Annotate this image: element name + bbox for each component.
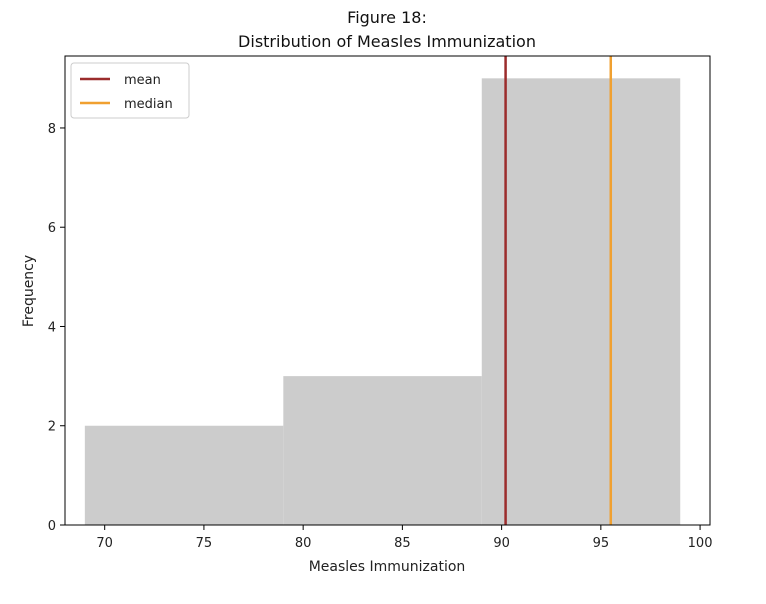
plot-area-frame bbox=[64, 55, 711, 526]
y-tick-label: 0 bbox=[48, 519, 56, 534]
histogram-bar-2 bbox=[481, 78, 681, 525]
x-tick-label: 70 bbox=[96, 536, 113, 551]
x-tick-label: 85 bbox=[394, 536, 411, 551]
histogram-bar-1 bbox=[283, 376, 482, 525]
x-tick-label: 80 bbox=[295, 536, 312, 551]
y-tick-label: 8 bbox=[48, 122, 56, 137]
histogram-bar-0 bbox=[84, 425, 284, 525]
x-axis-ticks: 70 75 80 85 90 95 100 bbox=[96, 525, 712, 551]
y-axis-label: Frequency bbox=[21, 255, 37, 327]
chart-title-line1: Figure 18: bbox=[347, 8, 427, 27]
x-axis-label: Measles Immunization bbox=[309, 559, 466, 575]
histogram-bars bbox=[84, 78, 681, 525]
y-tick-label: 2 bbox=[48, 420, 56, 435]
chart-title-line2: Distribution of Measles Immunization bbox=[238, 32, 536, 51]
y-tick-label: 6 bbox=[48, 221, 56, 236]
x-tick-label: 95 bbox=[593, 536, 610, 551]
reference-lines bbox=[504, 56, 613, 525]
legend: mean median bbox=[70, 62, 190, 119]
legend-median-label: median bbox=[124, 97, 173, 112]
y-tick-label: 4 bbox=[48, 320, 56, 335]
x-tick-label: 75 bbox=[196, 536, 213, 551]
x-tick-label: 100 bbox=[688, 536, 713, 551]
x-tick-label: 90 bbox=[493, 536, 510, 551]
legend-mean-label: mean bbox=[124, 73, 161, 88]
y-axis-ticks: 0 2 4 6 8 bbox=[48, 122, 65, 534]
